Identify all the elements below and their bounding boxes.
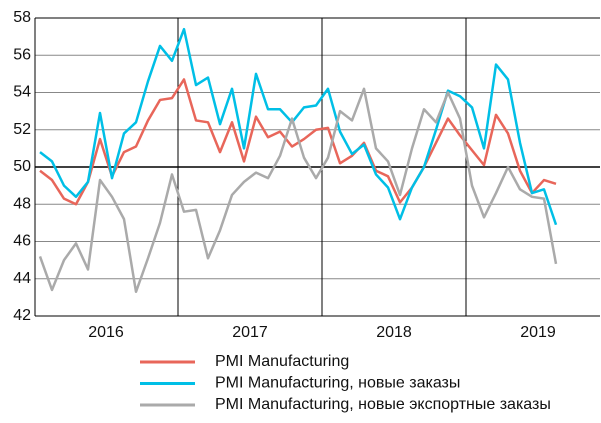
legend-label: PMI Manufacturing bbox=[215, 353, 349, 370]
x-tick-label: 2016 bbox=[88, 324, 124, 341]
y-tick-label: 54 bbox=[13, 84, 31, 101]
legend-label: PMI Manufacturing, новые экспортные зака… bbox=[215, 396, 551, 413]
series-line bbox=[39, 27, 558, 226]
y-tick-label: 48 bbox=[13, 195, 31, 212]
legend-label: PMI Manufacturing, новые заказы bbox=[215, 375, 460, 392]
y-tick-label: 44 bbox=[13, 270, 31, 287]
y-tick-label: 52 bbox=[13, 121, 31, 138]
x-tick-label: 2019 bbox=[520, 324, 556, 341]
x-tick-label: 2018 bbox=[376, 324, 412, 341]
y-tick-label: 58 bbox=[13, 9, 31, 26]
series-line bbox=[38, 87, 558, 294]
y-tick-label: 56 bbox=[13, 46, 31, 63]
series-line bbox=[39, 78, 557, 206]
y-tick-label: 42 bbox=[13, 307, 31, 324]
y-tick-label: 46 bbox=[13, 233, 31, 250]
x-tick-label: 2017 bbox=[232, 324, 268, 341]
y-tick-label: 50 bbox=[13, 158, 31, 175]
